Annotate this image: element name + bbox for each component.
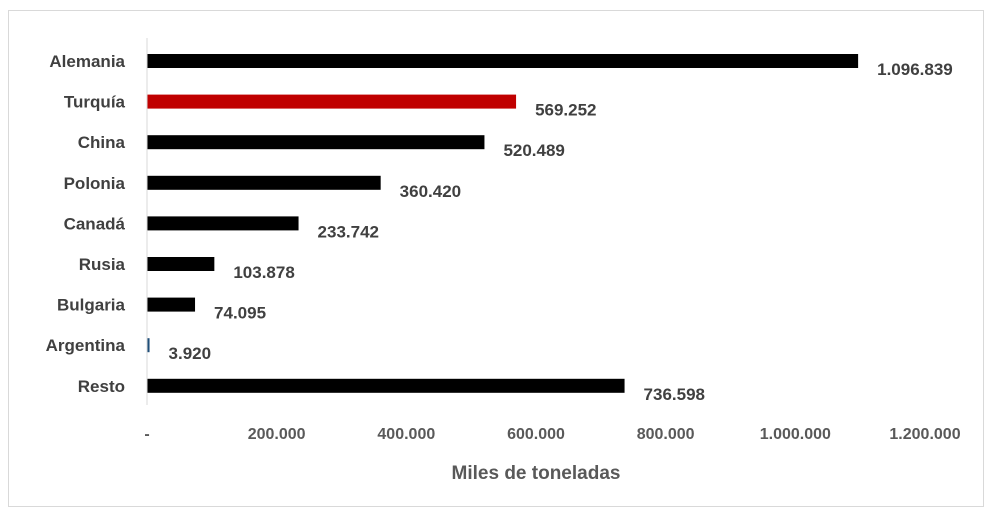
- x-tick-labels-group: - 200.000 400.000 600.000 800.000 1.000.000 1.…: [144, 426, 960, 443]
- x-tick-label-3: 600.000: [507, 426, 565, 443]
- bar-4: [147, 216, 299, 231]
- x-tick-label-5: 1.000.000: [760, 426, 831, 443]
- value-label-3: 360.420: [400, 182, 461, 201]
- bar-5: [147, 257, 215, 271]
- category-label-8: Resto: [78, 377, 125, 396]
- category-label-4: Canadá: [64, 214, 126, 233]
- value-label-0: 1.096.839: [877, 60, 953, 79]
- value-label-2: 520.489: [503, 141, 564, 160]
- category-label-0: Alemania: [49, 52, 125, 71]
- value-label-8: 736.598: [644, 385, 705, 404]
- bar-0: [147, 54, 859, 68]
- value-label-4: 233.742: [318, 222, 379, 241]
- bar-2: [147, 135, 485, 150]
- x-tick-label-2: 400.000: [377, 426, 435, 443]
- bar-1: [147, 94, 517, 109]
- x-axis-title: Miles de toneladas: [452, 463, 621, 484]
- value-labels-group: 1.096.839 569.252 520.489 360.420 233.742 103…: [169, 60, 953, 404]
- bar-8: [147, 378, 625, 393]
- x-tick-label-4: 800.000: [637, 426, 695, 443]
- x-tick-label-0: -: [144, 426, 149, 443]
- bar-7: [147, 338, 150, 353]
- category-label-1: Turquía: [64, 93, 126, 112]
- x-tick-label-6: 1.200.000: [889, 426, 960, 443]
- category-labels-group: Alemania Turquía China Polonia Canadá Rusia Bu…: [46, 52, 126, 396]
- value-label-7: 3.920: [169, 344, 212, 363]
- category-label-6: Bulgaria: [57, 296, 126, 315]
- category-label-7: Argentina: [46, 336, 126, 355]
- value-label-5: 103.878: [233, 263, 294, 282]
- bar-6: [147, 297, 196, 312]
- bar-3: [147, 175, 381, 190]
- category-label-3: Polonia: [64, 174, 126, 193]
- category-label-2: China: [78, 133, 126, 152]
- value-label-6: 74.095: [214, 304, 266, 323]
- value-label-1: 569.252: [535, 101, 596, 120]
- bars-group: [147, 54, 859, 393]
- x-tick-label-1: 200.000: [248, 426, 306, 443]
- category-label-5: Rusia: [79, 255, 126, 274]
